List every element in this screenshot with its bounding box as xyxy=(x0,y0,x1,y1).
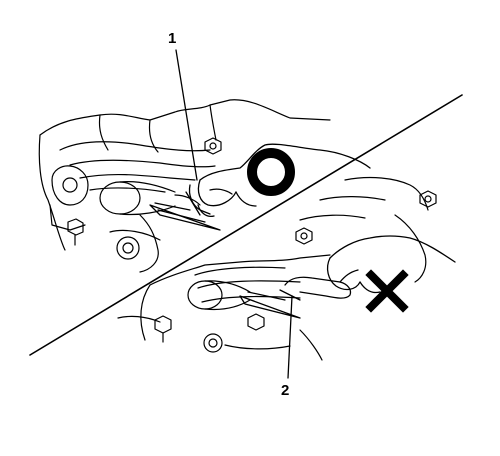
callout-2-leader xyxy=(287,295,293,379)
lower-engine-block xyxy=(117,176,437,361)
hand-tool-incorrect xyxy=(279,235,456,301)
callout-2-label: 2 xyxy=(281,382,290,399)
hand-tool-correct xyxy=(185,143,371,218)
panel-divider xyxy=(29,94,463,356)
callout-1-leader xyxy=(175,49,198,181)
incorrect-mark-icon xyxy=(365,269,409,313)
correct-mark-icon xyxy=(247,148,295,196)
upper-engine-block xyxy=(38,99,331,273)
callout-1-label: 1 xyxy=(168,30,177,47)
